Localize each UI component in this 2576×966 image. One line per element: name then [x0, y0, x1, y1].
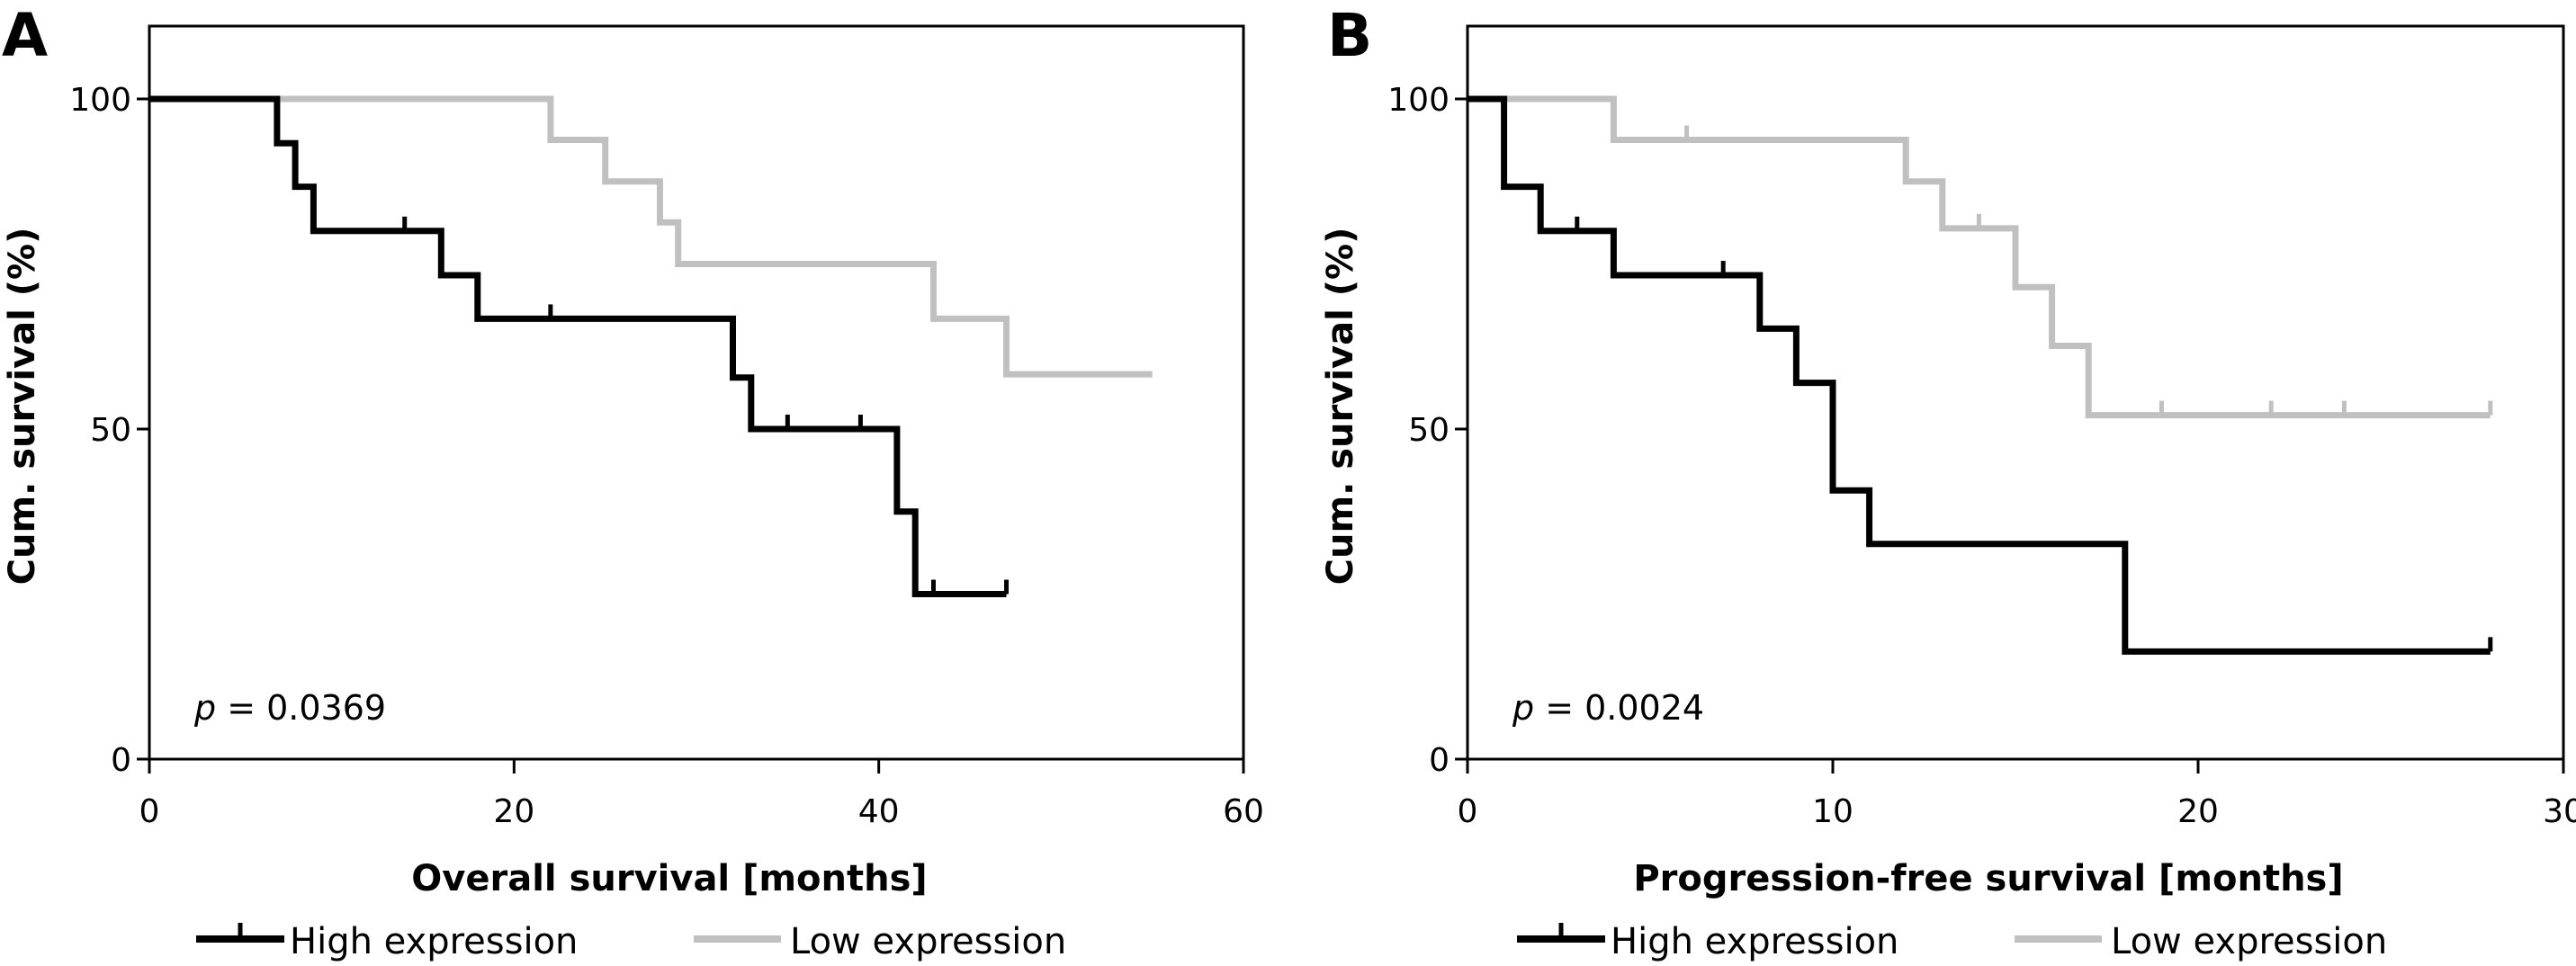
x-axis-title: Overall survival [months] — [411, 858, 927, 899]
y-axis-title: Cum. survival (%) — [2, 228, 43, 586]
p-value: = 0.0369 — [216, 688, 386, 728]
p-value-annotation: p = 0.0369 — [193, 688, 386, 728]
legend-label-high: High expression — [1611, 921, 1898, 962]
x-tick-label: 0 — [1458, 793, 1478, 830]
y-tick-label: 100 — [1387, 82, 1450, 119]
legend-label-high: High expression — [290, 921, 578, 962]
legend-item-low: Low expression — [694, 921, 1066, 962]
panel-b: B 0 50 100 0 10 20 30 Cum. survival (%) Progr… — [1320, 1, 2576, 962]
x-tick-label: 30 — [2543, 793, 2576, 830]
p-value: = 0.0024 — [1534, 688, 1704, 728]
x-axis-title: Progression-free survival [months] — [1633, 858, 2343, 899]
x-tick-label: 10 — [1812, 793, 1853, 830]
panel-label: A — [2, 1, 48, 70]
series-high-expression — [149, 95, 1007, 597]
series-low-expression — [149, 95, 1153, 378]
legend-item-low: Low expression — [2015, 921, 2387, 962]
y-tick-label: 50 — [1408, 412, 1450, 449]
y-axis: 0 50 100 — [69, 82, 149, 779]
y-axis-title: Cum. survival (%) — [1320, 228, 1361, 586]
y-tick-label: 50 — [90, 412, 131, 449]
y-tick-label: 100 — [69, 82, 131, 119]
panel-label: B — [1327, 1, 1372, 70]
legend: High expression Low expression — [196, 921, 1066, 962]
series-layer — [1468, 95, 2493, 655]
plot-frame — [148, 24, 1245, 761]
legend-item-high: High expression — [196, 921, 578, 962]
y-tick-label: 0 — [111, 742, 131, 779]
legend-label-low: Low expression — [790, 921, 1066, 962]
series-low-expression — [1468, 95, 2491, 419]
x-tick-label: 20 — [2177, 793, 2219, 830]
legend: High expression Low expression — [1517, 921, 2387, 962]
series-layer — [149, 95, 1153, 597]
x-axis: 0 20 40 60 — [139, 759, 1264, 830]
x-axis: 0 10 20 30 — [1458, 759, 2576, 830]
legend-item-high: High expression — [1517, 921, 1898, 962]
x-tick-label: 0 — [139, 793, 160, 830]
x-tick-label: 40 — [858, 793, 900, 830]
y-axis: 0 50 100 — [1387, 82, 1468, 779]
legend-label-low: Low expression — [2111, 921, 2387, 962]
x-tick-label: 60 — [1223, 793, 1264, 830]
p-value-annotation: p = 0.0024 — [1512, 688, 1704, 728]
y-tick-label: 0 — [1429, 742, 1450, 779]
panel-a: A 0 50 100 0 20 40 60 Cum. survival (%) Overa… — [2, 1, 1264, 962]
p-symbol: p — [1512, 688, 1534, 728]
x-tick-label: 20 — [493, 793, 534, 830]
p-symbol: p — [193, 688, 216, 728]
plot-frame — [1466, 24, 2565, 761]
series-high-expression — [1468, 95, 2491, 655]
